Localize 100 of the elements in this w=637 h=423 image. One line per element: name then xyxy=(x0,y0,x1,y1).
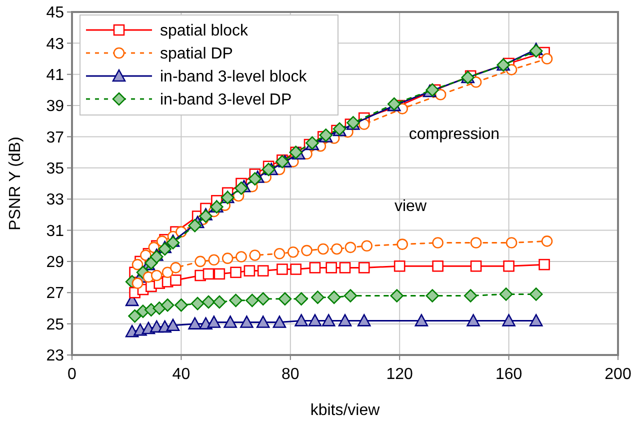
point xyxy=(294,314,308,326)
point xyxy=(529,44,543,58)
x-tick-label: 0 xyxy=(68,366,77,383)
point xyxy=(503,260,514,272)
point xyxy=(249,250,261,261)
point xyxy=(190,296,204,310)
point xyxy=(506,237,518,248)
point xyxy=(160,298,174,312)
point xyxy=(287,246,299,258)
point xyxy=(194,256,206,268)
point xyxy=(309,262,321,274)
point xyxy=(224,316,237,328)
y-tick-label: 29 xyxy=(46,254,64,272)
legend-label: spatial block xyxy=(160,22,250,40)
point xyxy=(132,258,144,270)
y-tick-label: 33 xyxy=(46,192,64,209)
point xyxy=(361,240,372,252)
point xyxy=(414,314,428,326)
point xyxy=(502,314,516,326)
point xyxy=(158,242,172,256)
point xyxy=(541,53,553,64)
point xyxy=(426,83,440,97)
point xyxy=(338,314,352,326)
x-tick-label: 80 xyxy=(282,366,300,383)
point xyxy=(150,270,162,282)
point xyxy=(331,243,342,255)
point xyxy=(248,172,262,186)
point xyxy=(274,248,286,260)
point xyxy=(434,88,446,100)
point xyxy=(339,262,351,274)
point xyxy=(278,292,292,306)
point xyxy=(150,250,164,264)
point xyxy=(244,265,256,276)
point xyxy=(357,314,371,326)
y-tick-label: 25 xyxy=(46,316,64,334)
point xyxy=(529,288,543,301)
point xyxy=(257,265,269,276)
point xyxy=(432,237,444,248)
legend-label: spatial DP xyxy=(160,46,233,63)
point xyxy=(541,236,553,247)
point xyxy=(214,268,226,280)
y-tick-label: 39 xyxy=(46,98,64,116)
point xyxy=(240,316,254,328)
point xyxy=(290,264,302,275)
point xyxy=(322,314,336,326)
y-tick-label: 27 xyxy=(46,285,64,302)
point xyxy=(344,289,358,302)
point xyxy=(207,316,221,328)
y-tick-label: 23 xyxy=(46,348,64,365)
legend-label: in-band 3-level block xyxy=(160,68,308,86)
point xyxy=(464,289,478,302)
point xyxy=(246,294,259,308)
point xyxy=(212,295,226,309)
point xyxy=(256,292,270,306)
point xyxy=(499,288,513,301)
point xyxy=(276,264,288,275)
point xyxy=(326,262,337,274)
point xyxy=(222,252,234,264)
point xyxy=(466,314,480,326)
point xyxy=(276,155,289,168)
y-tick-label: 45 xyxy=(46,4,64,22)
point xyxy=(301,244,312,256)
point xyxy=(272,316,286,328)
point xyxy=(140,250,152,261)
point xyxy=(170,262,182,274)
point xyxy=(294,292,308,306)
point xyxy=(199,210,212,223)
point xyxy=(170,274,182,286)
point xyxy=(426,289,440,302)
y-axis-title: PSNR Y (dB) xyxy=(7,136,24,230)
annotation: compression xyxy=(408,126,500,143)
point xyxy=(208,254,220,266)
point xyxy=(358,262,370,274)
point xyxy=(202,295,216,309)
point xyxy=(538,258,550,270)
point xyxy=(202,268,214,280)
point xyxy=(262,162,276,176)
x-axis-title: kbits/view xyxy=(310,402,380,419)
point xyxy=(188,317,202,330)
point xyxy=(166,318,180,332)
point xyxy=(529,314,543,326)
point xyxy=(152,302,166,315)
point xyxy=(470,260,482,272)
point xyxy=(166,236,180,250)
x-tick-label: 120 xyxy=(386,366,414,383)
point xyxy=(311,290,324,304)
point xyxy=(229,294,242,308)
y-tick-label: 35 xyxy=(46,160,64,178)
point xyxy=(470,237,482,248)
point xyxy=(234,182,248,195)
y-tick-label: 43 xyxy=(46,36,64,53)
point xyxy=(432,260,444,272)
point xyxy=(344,242,356,254)
annotation: view xyxy=(394,198,427,215)
point xyxy=(174,298,188,312)
point xyxy=(318,243,329,255)
point xyxy=(390,289,404,302)
point xyxy=(236,251,247,262)
point xyxy=(128,309,142,323)
y-tick-label: 41 xyxy=(46,66,64,84)
